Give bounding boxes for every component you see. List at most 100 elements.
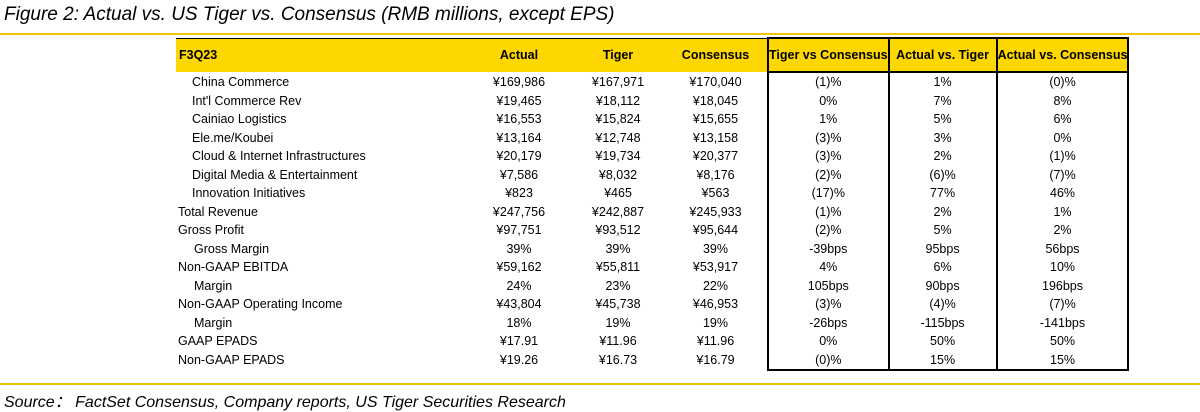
table-cell: 6% [887, 258, 997, 277]
table-row: Ele.me/Koubei ¥13,164 ¥12,748 ¥13,158 (3)% 3%… [176, 128, 1130, 147]
column-header: Actual vs. Consensus [995, 37, 1130, 73]
row-label: Gross Profit [178, 223, 244, 237]
table-cell: 196bps [995, 276, 1130, 295]
table-row: Cloud & Internet Infrastructures ¥20,179 ¥… [176, 147, 1130, 166]
table-cell: -141bps [995, 313, 1130, 332]
table-cell: 6% [995, 110, 1130, 129]
table-cell: ¥18,045 [692, 93, 739, 108]
table-cell: 23% [605, 278, 631, 293]
table-cell: ¥465 [604, 186, 632, 200]
table-cell: ¥93,512 [595, 223, 641, 237]
table-cell: 105bps [767, 276, 889, 295]
table-cell: 2% [995, 221, 1130, 240]
table-cell: ¥19.26 [499, 353, 539, 367]
table-cell: 0% [767, 91, 889, 110]
row-label: Margin [194, 315, 233, 330]
table-cell: 0% [995, 128, 1130, 147]
table-cell: -26bps [767, 313, 889, 332]
table-cell: ¥7,586 [499, 167, 539, 182]
comparison-table: F3Q23 Actual Tiger Consensus Tiger vs Consen… [176, 37, 1130, 371]
table-cell: ¥19,465 [496, 93, 542, 108]
row-label: Margin [194, 278, 233, 293]
table-cell: ¥16.73 [598, 353, 638, 367]
table-cell: 0% [767, 332, 889, 351]
table-cell: 39% [702, 241, 729, 256]
column-header: Consensus [664, 37, 768, 72]
table-cell: 3% [887, 128, 997, 147]
table-cell: 10% [995, 258, 1130, 277]
table-row: Margin 18% 19% 19% -26bps -115bps -141bps [176, 313, 1130, 332]
row-label: Cainiao Logistics [192, 112, 287, 126]
table-row: Digital Media & Entertainment ¥7,586 ¥8,03… [176, 165, 1130, 184]
top-rule [0, 33, 1200, 35]
table-cell: (0)% [767, 350, 889, 371]
column-header: Tiger [572, 37, 664, 72]
table-cell: ¥11.96 [599, 334, 637, 348]
table-cell: ¥15,824 [595, 112, 641, 126]
table-row: Gross Margin 39% 39% 39% -39bps 95bps 56bps [176, 239, 1130, 258]
table-cell: 46% [995, 184, 1130, 203]
table-cell: 18% [506, 315, 532, 330]
table-row: Cainiao Logistics ¥16,553 ¥15,824 ¥15,655 1%… [176, 110, 1130, 129]
table-cell: ¥169,986 [492, 74, 546, 89]
table-cell: ¥17.91 [499, 334, 539, 348]
table-cell: (2)% [767, 165, 889, 184]
table-cell: ¥245,933 [689, 204, 742, 219]
table-cell: ¥12,748 [595, 130, 641, 145]
table-cell: 90bps [887, 276, 997, 295]
table-row: Gross Profit ¥97,751 ¥93,512 ¥95,644 (2)% 5% 2… [176, 221, 1130, 240]
table-cell: ¥43,804 [496, 297, 542, 311]
table-cell: 5% [887, 110, 997, 129]
table-cell: ¥55,811 [595, 260, 641, 274]
row-label: Cloud & Internet Infrastructures [192, 149, 366, 163]
table-cell: 2% [887, 202, 997, 221]
table-cell: ¥53,917 [692, 260, 739, 274]
table-cell: 5% [887, 221, 997, 240]
table-cell: ¥563 [701, 186, 730, 200]
table-cell: ¥242,887 [591, 204, 645, 219]
table-cell: ¥823 [505, 186, 533, 200]
table-cell: 39% [506, 241, 532, 256]
source-note: Source： FactSet Consensus, Company repor… [4, 394, 566, 411]
row-label: Ele.me/Koubei [192, 130, 274, 145]
table-cell: 95bps [887, 239, 997, 258]
column-header: Actual vs. Tiger [887, 37, 997, 73]
table-cell: -39bps [767, 239, 889, 258]
table-cell: 4% [767, 258, 889, 277]
table-cell: (3)% [767, 147, 889, 166]
table-cell: (1)% [995, 147, 1130, 166]
table-cell: 7% [887, 91, 997, 110]
table-cell: ¥13,164 [496, 130, 542, 145]
table-cell: ¥18,112 [595, 93, 641, 108]
column-header: Tiger vs Consensus [767, 37, 889, 73]
table-cell: ¥8,032 [598, 167, 638, 182]
row-label: Digital Media & Entertainment [192, 167, 358, 182]
table-cell: ¥20,377 [692, 149, 739, 163]
table-cell: 19% [605, 315, 631, 330]
table-cell: 19% [702, 315, 729, 330]
bottom-rule [0, 383, 1200, 385]
table-cell: ¥59,162 [496, 260, 542, 274]
table-cell: (7)% [995, 165, 1130, 184]
table-cell: ¥16,553 [496, 112, 542, 126]
table-cell: 2% [887, 147, 997, 166]
table-cell: ¥11.96 [696, 334, 735, 348]
table-row: Non-GAAP EPADS ¥19.26 ¥16.73 ¥16.79 (0)% 15% 1… [176, 350, 1130, 371]
table-row: Int'l Commerce Rev ¥19,465 ¥18,112 ¥18,045 0… [176, 91, 1130, 110]
table-cell: (6)% [887, 165, 997, 184]
table-cell: 39% [605, 241, 631, 256]
table-cell: 1% [995, 202, 1130, 221]
table-cell: 15% [887, 350, 997, 371]
row-label: China Commerce [192, 74, 290, 89]
table-cell: 15% [995, 350, 1130, 371]
table-row: Margin 24% 23% 22% 105bps 90bps 196bps [176, 276, 1130, 295]
table-cell: ¥167,971 [591, 74, 645, 89]
table-cell: 77% [887, 184, 997, 203]
table-cell: 1% [887, 72, 997, 92]
table-cell: (0)% [995, 72, 1130, 92]
row-label: Innovation Initiatives [192, 186, 306, 200]
table-cell: 22% [702, 278, 729, 293]
table-cell: (2)% [767, 221, 889, 240]
row-label: GAAP EPADS [178, 334, 258, 348]
row-label: Non-GAAP EPADS [178, 353, 285, 367]
